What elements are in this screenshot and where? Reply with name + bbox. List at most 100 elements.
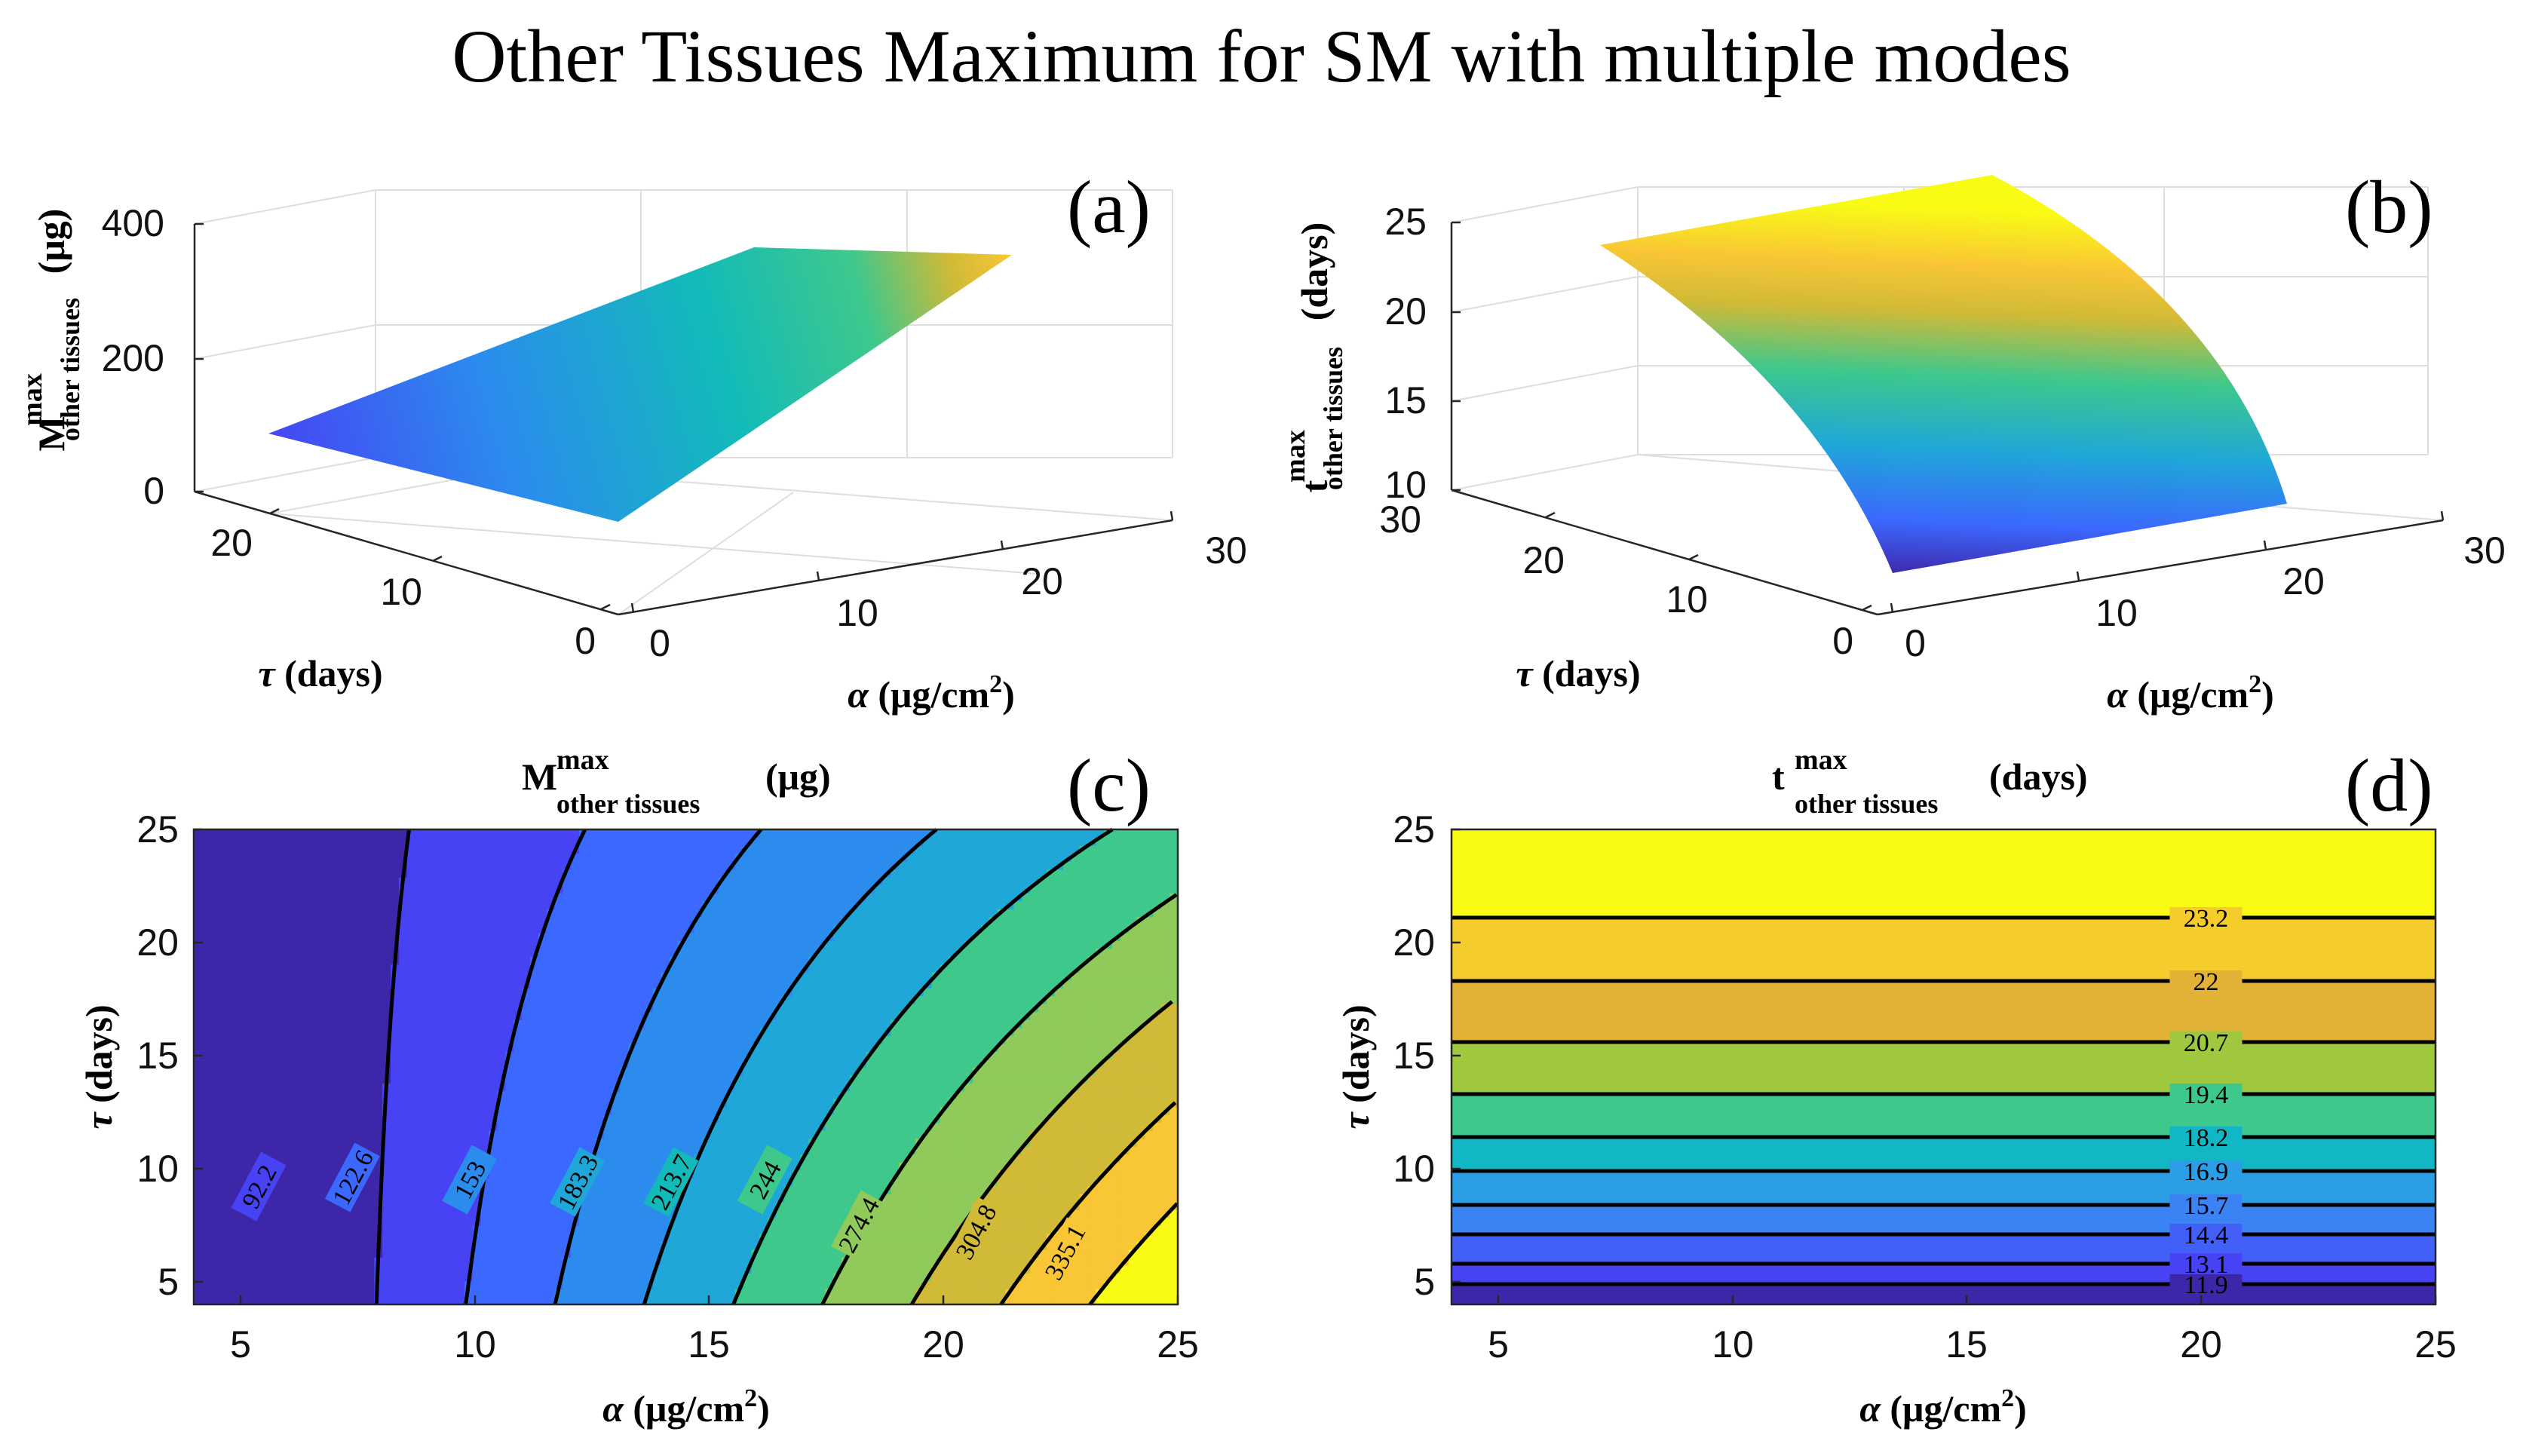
- panel-c-contour-band-cell: [694, 1249, 704, 1258]
- panel-c-contour-band-cell: [579, 1035, 588, 1044]
- panel-c-contour-band-cell: [194, 877, 203, 886]
- panel-c-contour-band-cell: [472, 1138, 482, 1147]
- panel-c-contour-band-cell: [726, 869, 736, 878]
- panel-c-contour-band-cell: [628, 916, 638, 925]
- panel-c-contour-band-cell: [842, 877, 851, 886]
- panel-c-contour-band-cell: [800, 972, 810, 981]
- panel-c-contour-band-cell: [308, 964, 317, 973]
- panel-c-contour-band-cell: [685, 995, 695, 1004]
- panel-c-contour-band-cell: [259, 1296, 268, 1305]
- panel-c-contour-band-cell: [792, 861, 802, 870]
- panel-c-contour-band-cell: [579, 956, 588, 965]
- panel-c-contour-band-cell: [685, 916, 695, 925]
- panel-c-contour-band-cell: [497, 1289, 507, 1298]
- panel-c-contour-band-cell: [210, 964, 219, 973]
- panel-c-contour-band-cell: [243, 1169, 252, 1179]
- panel-c-contour-band-cell: [489, 964, 498, 973]
- panel-c-contour-band-cell: [382, 988, 391, 997]
- panel-c-contour-band-cell: [317, 1264, 326, 1274]
- panel-c-contour-band-cell: [612, 1059, 621, 1068]
- panel-c-contour-band-cell: [194, 1241, 203, 1250]
- panel-c-contour-band-cell: [251, 909, 260, 918]
- panel-c-contour-band-cell: [267, 932, 277, 941]
- panel-c-contour-band-cell: [595, 869, 605, 878]
- panel-c-contour-band-cell: [374, 1178, 383, 1187]
- panel-c-contour-band-cell: [669, 861, 679, 870]
- panel-c-contour-band-cell: [710, 1051, 719, 1060]
- panel-c-contour-band-cell: [792, 1027, 802, 1036]
- panel-c-contour-band-cell: [866, 1264, 875, 1274]
- panel-c-contour-band-cell: [349, 916, 359, 925]
- panel-c-contour-band-cell: [448, 1280, 457, 1289]
- panel-c-contour-band-cell: [628, 853, 638, 862]
- panel-c-contour-band-cell: [431, 861, 441, 870]
- panel-c-contour-band-cell: [571, 1225, 580, 1234]
- panel-c-contour-band-cell: [341, 1289, 351, 1298]
- panel-c-contour-band-cell: [833, 1004, 842, 1013]
- panel-c-contour-band-cell: [563, 948, 572, 957]
- panel-c-contour-band-cell: [751, 1019, 761, 1028]
- panel-c-contour-band-cell: [497, 893, 507, 902]
- panel-c-contour-band-cell: [529, 1011, 539, 1020]
- panel-c-contour-band-cell: [513, 1194, 523, 1203]
- panel-c-contour-band-cell: [415, 900, 425, 909]
- panel-c-contour-band-cell: [857, 1011, 867, 1020]
- panel-c-contour-band-cell: [251, 837, 260, 846]
- panel-c-contour-band-cell: [726, 1289, 736, 1298]
- panel-c-contour-band-cell: [235, 1178, 244, 1187]
- panel-c-contour-band-cell: [325, 1154, 334, 1163]
- panel-c-contour-band-cell: [710, 1273, 719, 1282]
- panel-c-contour-band-cell: [710, 964, 719, 973]
- panel-c-contour-band-cell: [768, 1241, 777, 1250]
- panel-c-contour-band-cell: [431, 1154, 441, 1163]
- panel-c-contour-band-cell: [472, 1296, 482, 1305]
- panel-c-contour-band-cell: [677, 1035, 687, 1044]
- panel-c-contour-band-cell: [415, 1090, 425, 1099]
- panel-c-contour-band-cell: [620, 1138, 630, 1147]
- panel-c-contour-band-cell: [726, 1273, 736, 1282]
- panel-c-contour-band-cell: [349, 964, 359, 973]
- panel-c-contour-band-cell: [833, 956, 842, 965]
- panel-c-contour-band-cell: [448, 1249, 457, 1258]
- panel-c-contour-band-cell: [759, 1257, 769, 1266]
- panel-c-contour-band-cell: [677, 948, 687, 957]
- panel-c-contour-band-cell: [850, 1257, 859, 1266]
- panel-c-contour-band-cell: [391, 1280, 400, 1289]
- panel-c-contour-band-cell: [825, 1067, 835, 1076]
- panel-c-contour-band-cell: [808, 1019, 818, 1028]
- panel-c-contour-band-cell: [333, 829, 342, 838]
- panel-c-contour-band-cell: [645, 1217, 654, 1226]
- panel-c-contour-band-cell: [341, 1249, 351, 1258]
- panel-c-contour-band-cell: [448, 1099, 457, 1108]
- panel-c-contour-band-cell: [842, 1059, 851, 1068]
- panel-c-contour-band-cell: [382, 884, 391, 894]
- panel-c-contour-band-cell: [423, 869, 433, 878]
- panel-c-contour-band-cell: [210, 1130, 219, 1139]
- panel-c-contour-band-cell: [472, 1083, 482, 1092]
- panel-c-contour-band-cell: [513, 853, 523, 862]
- panel-c-contour-band-cell: [431, 1241, 441, 1250]
- panel-c-contour-band-cell: [776, 877, 785, 886]
- panel-c-contour-band-cell: [284, 893, 293, 902]
- panel-c-contour-band-cell: [628, 1233, 638, 1242]
- panel-c-contour-band-cell: [726, 1178, 736, 1187]
- panel-c-contour-band-cell: [448, 1233, 457, 1242]
- panel-c-contour-band-cell: [406, 1059, 416, 1068]
- panel-c-contour-band-cell: [636, 1225, 645, 1234]
- panel-c-contour-band-cell: [357, 1130, 367, 1139]
- panel-c-contour-band-cell: [850, 909, 859, 918]
- panel-c-contour-band-cell: [292, 1122, 302, 1131]
- panel-c-contour-band-cell: [538, 845, 547, 854]
- panel-c-contour-band-cell: [595, 1201, 605, 1210]
- panel-c-contour-band-cell: [784, 884, 793, 894]
- panel-c-contour-band-cell: [734, 1011, 744, 1020]
- panel-c-contour-band-cell: [751, 1067, 761, 1076]
- panel-c-contour-band-cell: [719, 1146, 728, 1155]
- panel-c-contour-band-cell: [800, 1138, 810, 1147]
- panel-c-contour-band-cell: [857, 1249, 867, 1258]
- panel-c-contour-band-cell: [571, 893, 580, 902]
- panel-c-contour-band-cell: [628, 1090, 638, 1099]
- panel-c-contour-band-cell: [284, 916, 293, 925]
- panel-c-contour-band-cell: [325, 1114, 334, 1123]
- panel-c-contour-band-cell: [522, 877, 531, 886]
